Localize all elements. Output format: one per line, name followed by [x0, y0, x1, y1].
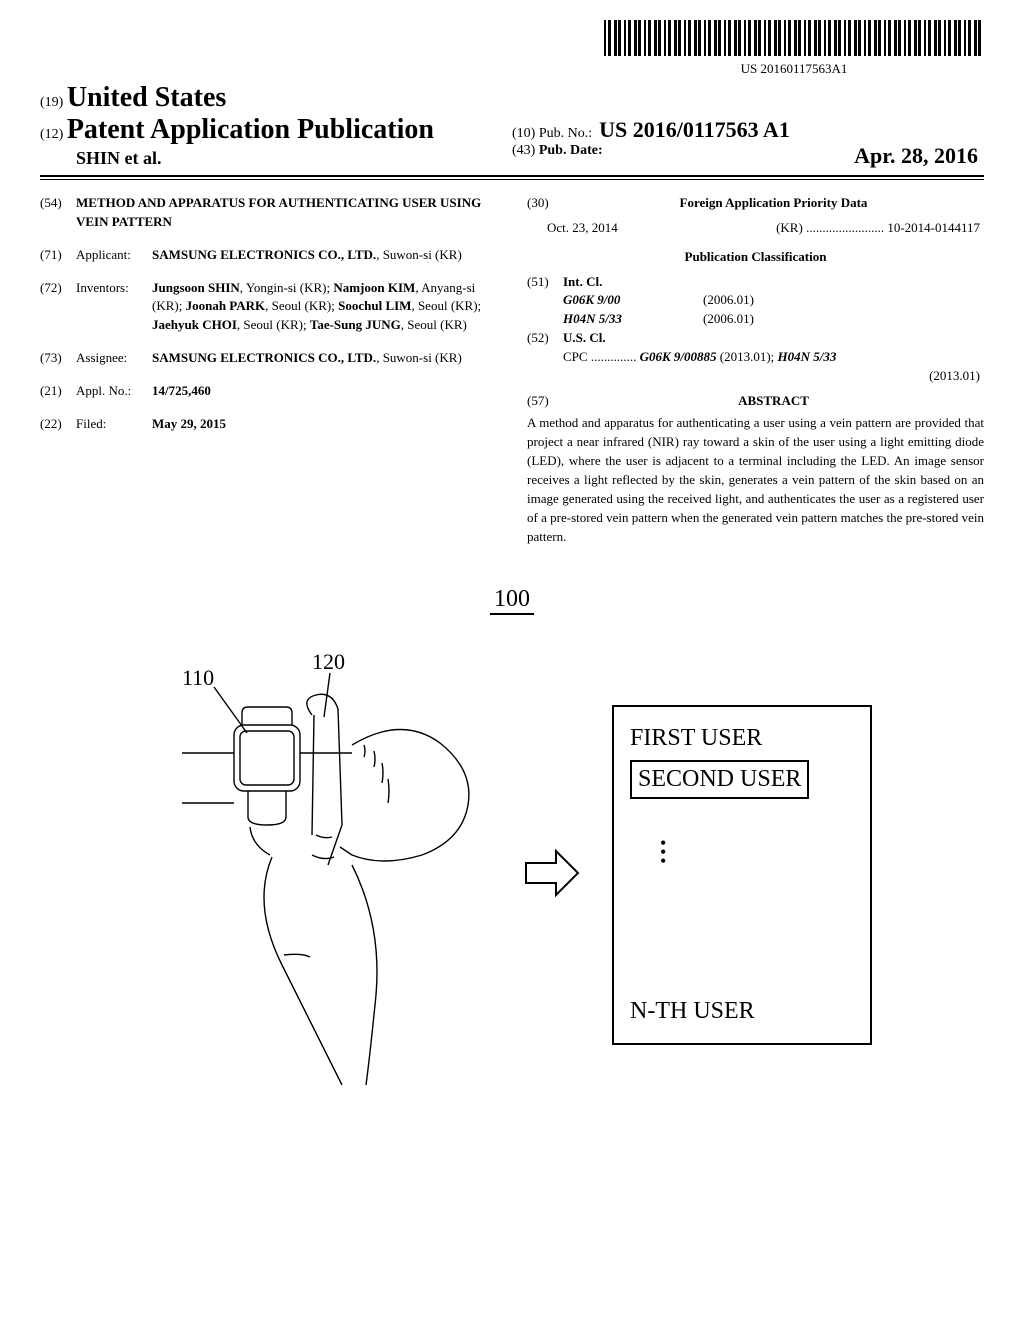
code-71: (71): [40, 246, 76, 265]
figure-ref-120: 120: [312, 649, 345, 675]
code-19: (19): [40, 95, 63, 110]
hand-svg: [152, 655, 492, 1095]
first-user-label: FIRST USER: [630, 725, 854, 752]
figure-ref-100: 100: [490, 586, 534, 615]
uscl-label: U.S. Cl.: [563, 329, 606, 348]
intcl-1-code: G06K 9/00: [563, 291, 703, 310]
pub-date: Apr. 28, 2016: [854, 143, 978, 169]
assignee-addr: , Suwon-si (KR): [376, 350, 462, 365]
filed-label: Filed:: [76, 415, 152, 434]
nth-user-label: N-TH USER: [630, 998, 854, 1025]
applno: 14/725,460: [152, 382, 497, 401]
country: United States: [67, 82, 226, 113]
figure-ref-110: 110: [182, 665, 214, 691]
intcl-label: Int. Cl.: [563, 273, 602, 292]
cpc-line2: (2013.01): [527, 367, 984, 386]
abstract-title: ABSTRACT: [563, 392, 984, 411]
pub-no: US 2016/0117563 A1: [599, 117, 790, 142]
intcl-2-code: H04N 5/33: [563, 310, 703, 329]
assignee-name: SAMSUNG ELECTRONICS CO., LTD.: [152, 350, 376, 365]
pub-classification-title: Publication Classification: [527, 248, 984, 267]
code-73: (73): [40, 349, 76, 368]
biblio-columns: (54) METHOD AND APPARATUS FOR AUTHENTICA…: [40, 194, 984, 546]
barcode-graphic: [604, 20, 984, 56]
priority-date: Oct. 23, 2014: [547, 219, 618, 238]
foreign-priority-title: Foreign Application Priority Data: [563, 194, 984, 213]
inventors-list: Jungsoon SHIN, Yongin-si (KR); Namjoon K…: [152, 279, 497, 336]
applicant-name: SAMSUNG ELECTRONICS CO., LTD.: [152, 247, 376, 262]
code-12: (12): [40, 127, 63, 142]
second-user-label: SECOND USER: [630, 760, 809, 799]
code-10: (10): [512, 126, 535, 141]
code-22: (22): [40, 415, 76, 434]
inventors-label: Inventors:: [76, 279, 152, 336]
authors: SHIN et al.: [76, 148, 512, 169]
ellipsis-dots: •••: [660, 839, 854, 866]
code-72: (72): [40, 279, 76, 336]
code-57: (57): [527, 392, 563, 411]
code-30: (30): [527, 194, 563, 219]
abstract-text: A method and apparatus for authenticatin…: [527, 414, 984, 546]
figure-area: 100 110 120: [40, 586, 984, 1095]
rule-thick: [40, 175, 984, 177]
applicant-label: Applicant:: [76, 246, 152, 265]
filed-date: May 29, 2015: [152, 415, 497, 434]
pub-no-label: Pub. No.:: [539, 126, 592, 141]
code-52: (52): [527, 329, 563, 348]
user-list-box: FIRST USER SECOND USER ••• N-TH USER: [612, 705, 872, 1045]
invention-title: METHOD AND APPARATUS FOR AUTHENTICATING …: [76, 194, 497, 232]
assignee-label: Assignee:: [76, 349, 152, 368]
priority-appnum: 10-2014-0144117: [887, 220, 980, 235]
code-54: (54): [40, 194, 76, 232]
applno-label: Appl. No.:: [76, 382, 152, 401]
header: (19) United States (12) Patent Applicati…: [40, 82, 984, 169]
rule-thin: [40, 179, 984, 180]
code-21: (21): [40, 382, 76, 401]
code-43: (43): [512, 143, 535, 158]
intcl-1-ver: (2006.01): [703, 291, 754, 310]
hand-drawing: 110 120: [152, 655, 492, 1095]
cpc-line: CPC .............. G06K 9/00885 (2013.01…: [563, 348, 836, 367]
pub-date-label: Pub. Date:: [539, 143, 603, 158]
barcode-section: US 20160117563A1: [40, 20, 984, 78]
publication-title: Patent Application Publication: [67, 114, 434, 145]
arrow-icon: [522, 843, 582, 908]
priority-dots: ........................: [806, 220, 884, 235]
intcl-2-ver: (2006.01): [703, 310, 754, 329]
right-column: (30) Foreign Application Priority Data O…: [527, 194, 984, 546]
barcode-number: US 20160117563A1: [604, 61, 984, 77]
priority-country: (KR): [776, 220, 803, 235]
applicant-addr: , Suwon-si (KR): [376, 247, 462, 262]
code-51: (51): [527, 273, 563, 292]
left-column: (54) METHOD AND APPARATUS FOR AUTHENTICA…: [40, 194, 497, 546]
